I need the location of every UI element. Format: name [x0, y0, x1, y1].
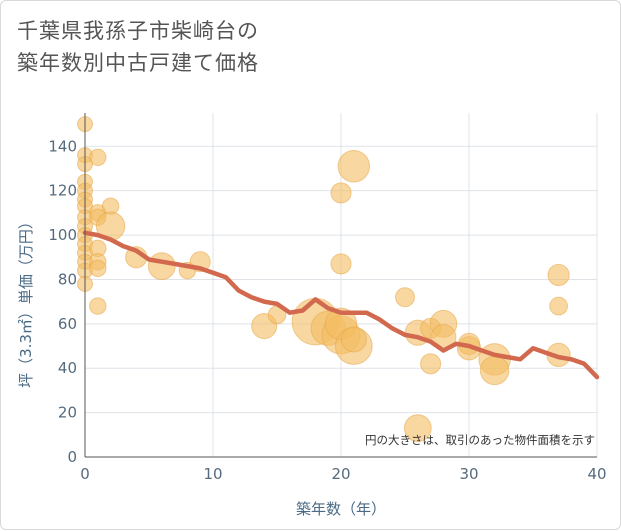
- chart-title-line-2: 築年数別中古戸建て価格: [17, 51, 259, 75]
- y-tick-label: 20: [58, 404, 77, 422]
- bubble-point: [395, 287, 415, 308]
- bubble-point: [147, 252, 176, 281]
- chart-title: 千葉県我孫子市柴崎台の 築年数別中古戸建て価格: [17, 15, 259, 79]
- bubble-point: [89, 297, 107, 315]
- axes: [84, 113, 597, 458]
- y-tick-label: 100: [48, 226, 77, 244]
- y-tick-label: 80: [58, 270, 77, 288]
- x-tick-label: 10: [203, 465, 222, 483]
- bubble-point: [549, 296, 568, 316]
- bubble-point: [420, 353, 442, 375]
- bubble-point: [547, 263, 570, 287]
- bubble-point: [340, 326, 367, 353]
- trend-line-series: [82, 230, 600, 380]
- y-tick-label: 120: [48, 182, 77, 200]
- tick-labels: 0 10 20 30 40 0 20 40 60 80 100 120 140: [48, 137, 606, 483]
- bubble-size-note: 円の大きさは、取引のあった物件面積を示す: [365, 433, 595, 447]
- x-tick-label: 0: [80, 465, 90, 483]
- x-axis-label: 築年数（年）: [296, 500, 386, 518]
- bubble-point: [89, 148, 107, 167]
- bubble-point: [337, 150, 371, 183]
- bubble-point: [89, 259, 107, 278]
- x-tick-label: 20: [331, 465, 350, 483]
- chart-title-line-1: 千葉県我孫子市柴崎台の: [17, 19, 259, 43]
- y-tick-label: 0: [67, 448, 77, 466]
- bubble-series: [77, 116, 571, 443]
- y-tick-label: 140: [48, 137, 77, 155]
- y-tick-label: 40: [58, 359, 77, 377]
- bubble-point: [403, 414, 432, 443]
- y-axis-label: 坪（3.3㎡）単価（万円）: [17, 214, 35, 388]
- bubble-point: [330, 253, 352, 275]
- trend-line: [82, 230, 600, 380]
- x-tick-label: 40: [587, 465, 606, 483]
- bubble-point: [330, 182, 352, 204]
- bubble-point: [479, 355, 510, 386]
- y-tick-label: 60: [58, 315, 77, 333]
- x-tick-label: 30: [459, 465, 478, 483]
